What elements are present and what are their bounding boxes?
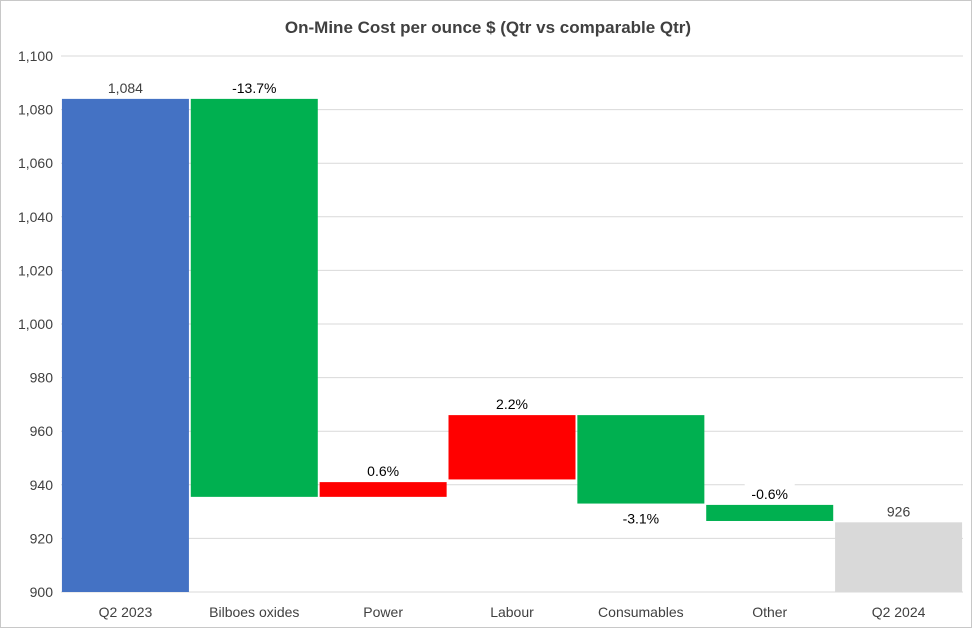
data-label: 2.2% xyxy=(496,396,528,412)
data-label-background xyxy=(744,483,795,503)
bars xyxy=(61,98,963,592)
y-tick-label: 980 xyxy=(30,370,54,386)
x-category-label: Power xyxy=(363,604,403,620)
x-category-label: Other xyxy=(752,604,787,620)
data-labels: 1,084 -13.7% 0.6% 2.2% -3.1% -0.6% 926 xyxy=(100,77,916,528)
data-label: -3.1% xyxy=(623,511,660,527)
data-label-background xyxy=(881,501,916,521)
data-label-background xyxy=(225,77,284,97)
bar-power xyxy=(319,482,447,497)
y-axis-ticks: 900 920 940 960 980 1,000 1,020 1,040 1,060 1,080… xyxy=(18,48,53,600)
data-label-background xyxy=(491,394,533,414)
y-tick-label: 920 xyxy=(30,530,54,546)
x-category-label: Bilboes oxides xyxy=(209,604,299,620)
bar-bilboes-oxides xyxy=(190,98,318,497)
x-category-label: Q2 2023 xyxy=(99,604,153,620)
data-label-background xyxy=(362,461,405,481)
data-label-background xyxy=(615,508,666,528)
x-category-label: Labour xyxy=(490,604,534,620)
y-tick-label: 1,000 xyxy=(18,316,53,332)
y-tick-label: 1,100 xyxy=(18,48,53,64)
bar-q2-2023 xyxy=(61,98,189,592)
data-label: 926 xyxy=(887,503,911,519)
y-tick-label: 1,020 xyxy=(18,262,53,278)
bar-labour xyxy=(448,415,576,480)
bar-other xyxy=(706,504,834,521)
x-category-label: Consumables xyxy=(598,604,684,620)
x-axis-categories: Q2 2023 Bilboes oxides Power Labour Consumab… xyxy=(99,604,926,620)
y-tick-label: 1,080 xyxy=(18,102,53,118)
chart-title: On-Mine Cost per ounce $ (Qtr vs compara… xyxy=(285,18,691,37)
y-tick-label: 1,060 xyxy=(18,155,53,171)
y-tick-label: 900 xyxy=(30,584,54,600)
data-label: 0.6% xyxy=(367,463,399,479)
y-tick-label: 1,040 xyxy=(18,209,53,225)
y-tick-label: 940 xyxy=(30,477,54,493)
data-label: -0.6% xyxy=(751,486,788,502)
y-tick-label: 960 xyxy=(30,423,54,439)
bar-q2-2024 xyxy=(835,522,963,592)
data-label: 1,084 xyxy=(108,80,143,96)
data-label: -13.7% xyxy=(232,80,276,96)
x-category-label: Q2 2024 xyxy=(872,604,926,620)
data-label-background xyxy=(100,77,151,97)
bar-consumables xyxy=(577,415,705,504)
